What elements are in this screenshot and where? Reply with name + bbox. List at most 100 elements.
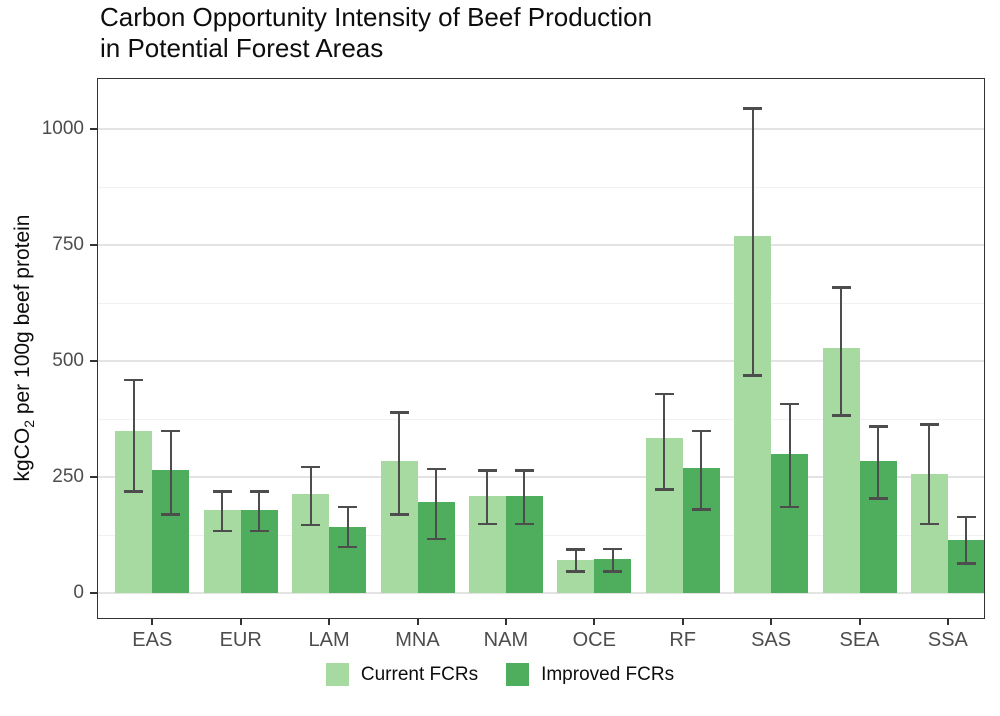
error-bar-cap-bottom-EUR-improved <box>249 529 269 533</box>
gridline-minor-875 <box>98 186 984 188</box>
error-bar-cap-top-SEA-current <box>831 286 851 289</box>
error-bar-cap-bottom-SSA-current <box>919 522 939 526</box>
error-bar-cap-bottom-SAS-improved <box>780 505 800 509</box>
error-bar-cap-top-SEA-improved <box>868 425 888 428</box>
error-bar-SAS-current <box>751 108 754 376</box>
y-axis-tick-250 <box>90 476 97 479</box>
legend-item-improved-fcrs: Improved FCRs <box>506 663 674 686</box>
x-axis-tick-NAM <box>504 619 507 625</box>
error-bar-cap-bottom-OCE-improved <box>603 570 623 573</box>
error-bar-cap-top-RF-current <box>654 392 674 396</box>
x-axis-tick-label-OCE: OCE <box>572 629 616 651</box>
error-bar-cap-bottom-LAM-improved <box>338 545 358 549</box>
error-bar-cap-bottom-MNA-improved <box>426 537 446 541</box>
error-bar-cap-top-RF-improved <box>691 429 711 433</box>
x-axis-tick-label-LAM: LAM <box>308 629 350 651</box>
x-axis-tick-label-SEA: SEA <box>839 629 880 651</box>
gridline-major-250 <box>98 476 984 479</box>
error-bar-cap-top-LAM-improved <box>338 505 358 509</box>
x-axis-tick-label-SSA: SSA <box>927 629 968 651</box>
error-bar-cap-bottom-SEA-improved <box>868 497 888 500</box>
legend-item-current-fcrs: Current FCRs <box>325 663 479 686</box>
error-bar-cap-top-SSA-improved <box>956 515 976 519</box>
error-bar-cap-top-EAS-improved <box>161 429 181 433</box>
x-axis-tick-label-MNA: MNA <box>395 629 440 651</box>
x-axis-tick-label-NAM: NAM <box>483 629 529 651</box>
error-bar-cap-bottom-RF-current <box>654 488 674 491</box>
x-axis-tick-OCE <box>593 619 596 625</box>
error-bar-cap-top-SAS-current <box>743 107 763 110</box>
error-bar-MNA-improved <box>435 468 437 539</box>
error-bar-RF-improved <box>700 430 703 510</box>
error-bar-MNA-current <box>398 412 400 515</box>
gridline-minor-375 <box>98 418 984 420</box>
error-bar-SEA-current <box>840 287 842 416</box>
error-bar-cap-top-MNA-current <box>389 411 409 414</box>
y-axis-tick-750 <box>90 244 97 247</box>
legend-swatch-current-fcrs <box>325 663 349 686</box>
chart-title: Carbon Opportunity Intensity of Beef Pro… <box>100 2 653 63</box>
error-bar-cap-bottom-SAS-current <box>743 374 763 377</box>
y-axis-tick-label-1000: 1000 <box>41 118 84 140</box>
error-bar-cap-bottom-OCE-current <box>566 570 586 573</box>
y-axis-title-sub: 2 <box>21 420 38 428</box>
error-bar-EUR-improved <box>258 491 261 531</box>
x-axis-tick-MNA <box>416 619 419 625</box>
error-bar-cap-bottom-SEA-current <box>831 414 851 417</box>
error-bar-cap-bottom-SSA-improved <box>956 562 976 565</box>
x-axis-tick-EUR <box>239 619 242 625</box>
error-bar-cap-bottom-NAM-improved <box>514 522 534 526</box>
y-axis-tick-label-750: 750 <box>52 234 84 256</box>
y-axis-tick-label-500: 500 <box>52 350 84 372</box>
gridline-major-500 <box>98 360 984 363</box>
x-axis-tick-EAS <box>151 619 154 625</box>
error-bar-cap-top-SAS-improved <box>780 402 800 406</box>
error-bar-NAM-improved <box>523 470 526 524</box>
legend-label-current-fcrs: Current FCRs <box>360 663 479 685</box>
error-bar-NAM-current <box>486 470 489 524</box>
error-bar-EAS-improved <box>169 430 172 515</box>
error-bar-cap-top-OCE-current <box>566 548 586 551</box>
error-bar-cap-bottom-RF-improved <box>691 508 711 511</box>
x-axis-tick-label-EUR: EUR <box>219 629 262 651</box>
legend: Current FCRs Improved FCRs <box>0 663 1000 686</box>
x-axis-tick-SSA <box>946 619 949 625</box>
x-axis-tick-RF <box>681 619 684 625</box>
x-axis-tick-label-SAS: SAS <box>751 629 792 651</box>
y-axis-tick-label-0: 0 <box>73 582 84 604</box>
error-bar-SEA-improved <box>877 426 879 499</box>
x-axis-tick-SEA <box>858 619 861 625</box>
error-bar-cap-top-EUR-current <box>212 490 232 493</box>
x-axis-tick-label-RF: RF <box>669 629 697 651</box>
error-bar-LAM-current <box>309 466 312 525</box>
error-bar-cap-bottom-EAS-improved <box>161 513 181 516</box>
y-axis-tick-label-250: 250 <box>52 466 84 488</box>
error-bar-SSA-improved <box>965 516 968 564</box>
error-bar-cap-top-MNA-improved <box>426 467 446 471</box>
gridline-major-1000 <box>98 128 984 131</box>
gridline-major-750 <box>98 244 984 247</box>
y-axis-tick-0 <box>90 592 97 595</box>
error-bar-RF-current <box>663 393 666 490</box>
error-bar-cap-bottom-EUR-current <box>212 529 232 533</box>
legend-label-improved-fcrs: Improved FCRs <box>541 663 675 685</box>
error-bar-cap-bottom-MNA-current <box>389 513 409 516</box>
legend-swatch-improved-fcrs <box>506 663 530 686</box>
gridline-major-0 <box>98 592 984 595</box>
error-bar-cap-top-OCE-improved <box>603 547 623 551</box>
error-bar-cap-top-NAM-improved <box>514 469 534 472</box>
gridline-minor-625 <box>98 302 984 304</box>
error-bar-LAM-improved <box>346 506 349 547</box>
error-bar-cap-bottom-LAM-current <box>301 523 321 527</box>
error-bar-EUR-current <box>221 491 224 531</box>
x-axis-tick-label-EAS: EAS <box>132 629 173 651</box>
error-bar-SAS-improved <box>788 403 791 507</box>
error-bar-cap-top-EAS-current <box>124 378 144 382</box>
error-bar-OCE-improved <box>611 548 614 572</box>
error-bar-SSA-current <box>928 424 931 524</box>
error-bar-cap-top-SSA-current <box>919 423 939 426</box>
error-bar-cap-top-EUR-improved <box>249 490 269 493</box>
error-bar-cap-bottom-NAM-current <box>477 522 497 526</box>
x-axis-tick-SAS <box>770 619 773 625</box>
